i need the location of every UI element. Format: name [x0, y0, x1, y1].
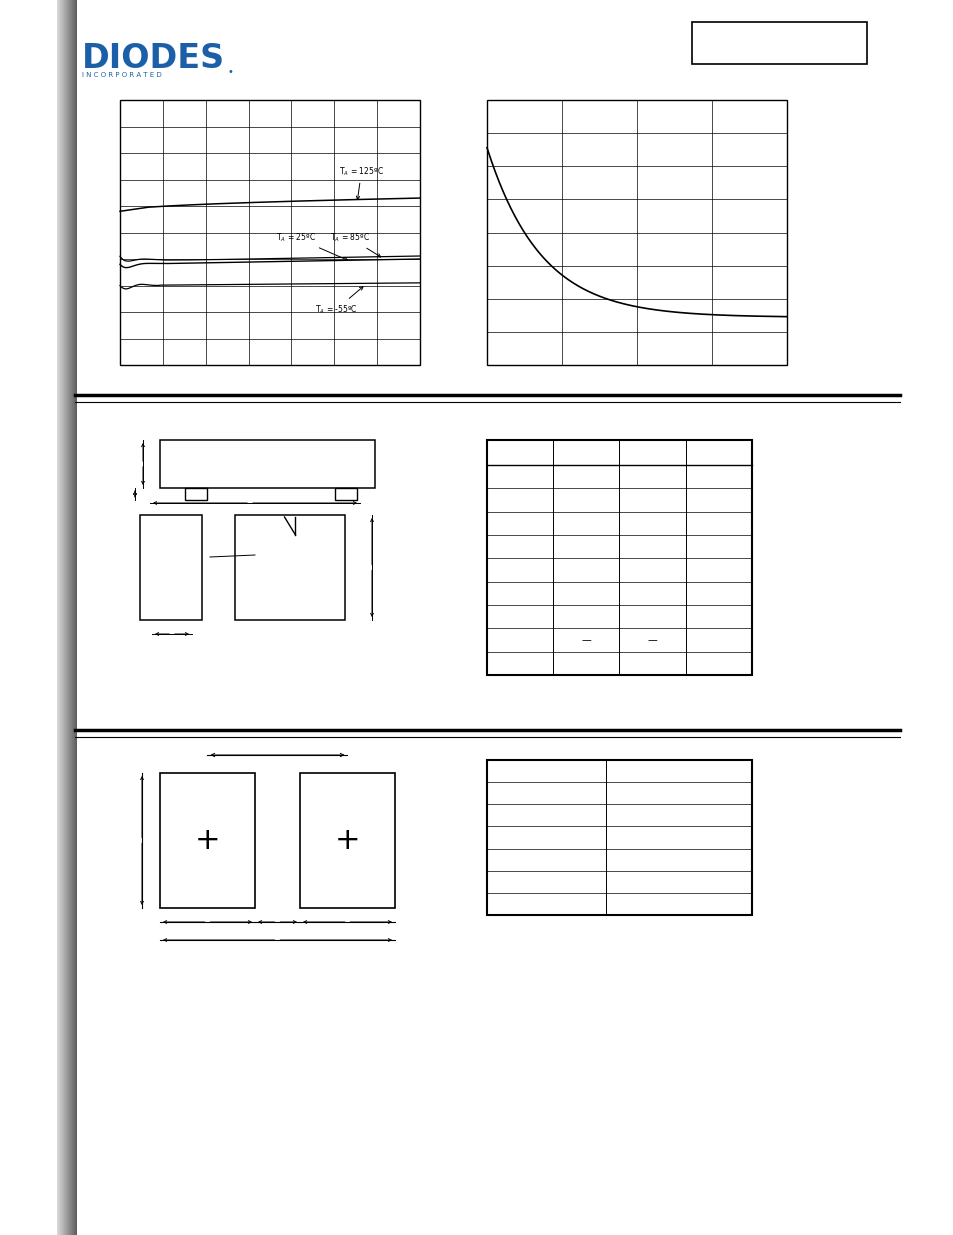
Bar: [63, 0, 64, 1235]
Bar: [140, 515, 202, 620]
Bar: [66, 0, 67, 1235]
Bar: [62, 0, 63, 1235]
Bar: [69, 0, 71, 1235]
Bar: [160, 440, 375, 488]
Bar: [60, 0, 61, 1235]
Bar: [68, 0, 69, 1235]
Bar: [185, 488, 207, 500]
Bar: [69, 0, 70, 1235]
Bar: [73, 0, 74, 1235]
Bar: [70, 0, 71, 1235]
Bar: [67, 0, 68, 1235]
Bar: [61, 0, 62, 1235]
Text: T$_A$ = 125ºC: T$_A$ = 125ºC: [338, 165, 383, 200]
Text: T$_A$ = 85ºC: T$_A$ = 85ºC: [330, 231, 380, 257]
Bar: [59, 0, 60, 1235]
Text: —: —: [647, 635, 657, 645]
Bar: [62, 0, 64, 1235]
Bar: [65, 0, 66, 1235]
Bar: [72, 0, 73, 1235]
Bar: [64, 0, 65, 1235]
Bar: [57, 0, 59, 1235]
Bar: [299, 773, 395, 908]
Bar: [64, 0, 66, 1235]
Bar: [160, 773, 254, 908]
Bar: [486, 760, 751, 915]
Text: DIODES: DIODES: [82, 42, 225, 74]
Text: +: +: [335, 826, 360, 855]
Bar: [57, 0, 58, 1235]
Bar: [58, 0, 59, 1235]
Text: —: —: [581, 635, 591, 645]
Bar: [691, 22, 866, 64]
Bar: [71, 0, 72, 1235]
Text: I N C O R P O R A T E D: I N C O R P O R A T E D: [82, 72, 162, 78]
Text: •: •: [228, 67, 233, 77]
Bar: [67, 0, 68, 1235]
Bar: [486, 100, 786, 366]
Bar: [73, 0, 74, 1235]
Bar: [75, 0, 76, 1235]
Text: +: +: [194, 826, 220, 855]
Text: T$_A$ = -55ºC: T$_A$ = -55ºC: [314, 287, 363, 315]
Bar: [234, 515, 345, 620]
Text: T$_A$ = 25ºC: T$_A$ = 25ºC: [275, 231, 347, 261]
Bar: [120, 100, 419, 366]
Bar: [486, 440, 751, 676]
Bar: [74, 0, 75, 1235]
Bar: [76, 0, 77, 1235]
Bar: [75, 0, 77, 1235]
Bar: [60, 0, 61, 1235]
Bar: [71, 0, 72, 1235]
Bar: [335, 488, 356, 500]
